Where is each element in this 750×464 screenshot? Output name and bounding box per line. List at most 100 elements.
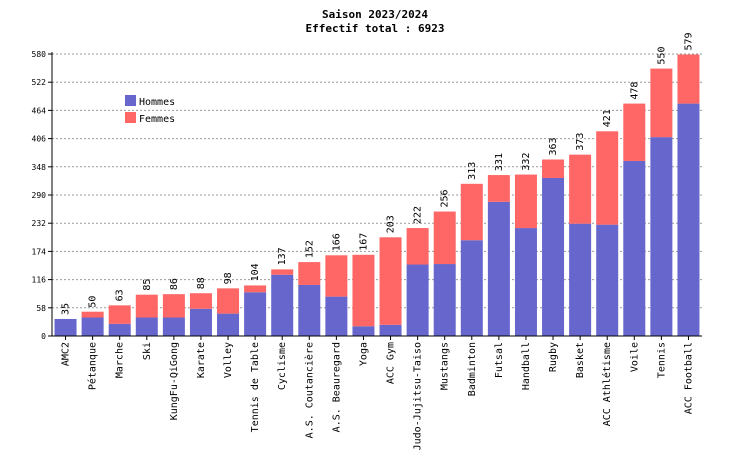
x-tick-label-13: Judo-Jujitsu-Taiso — [413, 342, 424, 450]
chart-title: Saison 2023/2024 — [322, 8, 428, 21]
x-tick-label-1: Pétanque — [87, 342, 99, 390]
data-label-16: 331 — [494, 153, 505, 171]
x-tick-label-5: Karate — [196, 342, 207, 378]
bar-hommes-20 — [596, 224, 619, 336]
data-labels: 35 50 63 85 86 88 98 104 137 152 166 167 203 222 256 31… — [61, 32, 695, 315]
data-label-21: 478 — [629, 82, 640, 100]
bar-femmes-13 — [406, 228, 429, 265]
x-tick-label-2: Marche — [115, 342, 126, 378]
legend-label-0: Hommes — [139, 97, 175, 108]
bar-hommes-21 — [623, 160, 646, 336]
data-label-5: 88 — [196, 277, 207, 289]
data-label-15: 313 — [467, 162, 478, 180]
y-tick-label-2: 116 — [32, 276, 47, 285]
bar-hommes-5 — [189, 308, 212, 336]
bar-femmes-21 — [623, 103, 646, 161]
bar-hommes-15 — [460, 240, 483, 336]
x-tick-label-22: Tennis — [656, 342, 667, 378]
data-label-7: 104 — [250, 263, 261, 281]
bars — [54, 54, 700, 336]
y-axis: 0 58 116 174 232 290 348 406 464 522 580 — [32, 50, 53, 341]
bar-hommes-6 — [217, 313, 240, 336]
data-label-8: 137 — [277, 247, 288, 265]
x-tick-label-20: ACC Athlétisme — [601, 342, 613, 426]
x-tick-label-9: A.S. Coutancière — [303, 342, 315, 438]
data-label-23: 579 — [683, 32, 694, 50]
bar-hommes-18 — [542, 177, 565, 336]
x-tick-label-12: ACC Gym — [386, 342, 397, 384]
bar-femmes-8 — [271, 269, 294, 275]
data-label-6: 98 — [223, 272, 234, 284]
y-tick-label-6: 348 — [32, 163, 47, 172]
bar-hommes-13 — [406, 264, 429, 336]
x-tick-label-6: Volley — [223, 342, 234, 378]
bar-femmes-7 — [244, 285, 267, 293]
bar-femmes-22 — [650, 68, 673, 138]
legend-swatch-1 — [125, 112, 136, 123]
bar-hommes-4 — [162, 317, 185, 336]
grid — [52, 53, 702, 309]
data-label-3: 85 — [142, 279, 153, 291]
chart-subtitle: Effectif total : 6923 — [305, 22, 445, 35]
y-tick-label-10: 580 — [32, 50, 47, 59]
data-label-14: 256 — [440, 189, 451, 207]
bar-femmes-19 — [569, 154, 592, 224]
data-label-9: 152 — [304, 240, 315, 258]
bar-femmes-23 — [677, 54, 700, 104]
x-tick-label-0: AMC2 — [61, 342, 72, 366]
x-tick-label-8: Cyclisme — [277, 342, 288, 390]
x-tick-label-14: Mustangs — [440, 342, 451, 390]
bar-hommes-19 — [569, 223, 592, 336]
bar-femmes-17 — [514, 174, 537, 229]
x-tick-label-19: Basket — [575, 342, 586, 378]
x-tick-label-23: ACC Football — [683, 342, 694, 414]
y-tick-label-7: 406 — [32, 135, 47, 144]
x-tick-label-4: KungFu-QiGong — [169, 342, 180, 420]
bar-hommes-10 — [325, 296, 348, 336]
legend: Hommes Femmes — [125, 95, 175, 125]
data-label-22: 550 — [656, 47, 667, 65]
bar-hommes-1 — [81, 317, 104, 336]
y-tick-label-8: 464 — [32, 106, 47, 115]
bar-femmes-5 — [189, 293, 212, 309]
bar-femmes-12 — [379, 237, 402, 325]
x-tick-label-16: Futsal — [494, 342, 505, 378]
x-tick-label-18: Rugby — [548, 342, 559, 372]
x-tick-label-11: Yoga — [358, 342, 369, 366]
bar-hommes-9 — [298, 284, 321, 336]
x-tick-label-21: Voile — [629, 342, 640, 372]
data-label-4: 86 — [169, 278, 180, 290]
bar-femmes-10 — [325, 255, 348, 297]
bar-hommes-12 — [379, 324, 402, 336]
bar-femmes-9 — [298, 262, 321, 285]
bar-hommes-8 — [271, 274, 294, 336]
bar-femmes-3 — [135, 294, 158, 318]
y-tick-label-5: 290 — [32, 191, 47, 200]
bar-femmes-2 — [108, 305, 131, 324]
bar-hommes-16 — [487, 201, 510, 336]
y-tick-label-1: 58 — [36, 304, 46, 313]
data-label-12: 203 — [386, 215, 397, 233]
x-tick-label-15: Badminton — [467, 342, 478, 396]
bar-hommes-17 — [514, 228, 537, 336]
data-label-20: 421 — [602, 109, 613, 127]
bar-femmes-15 — [460, 183, 483, 241]
data-label-18: 363 — [548, 137, 559, 155]
y-tick-label-3: 174 — [32, 247, 47, 256]
bar-hommes-23 — [677, 103, 700, 336]
y-tick-label-4: 232 — [32, 219, 47, 228]
data-label-0: 35 — [61, 303, 72, 315]
data-label-11: 167 — [358, 233, 369, 251]
bar-femmes-14 — [433, 211, 456, 265]
bar-hommes-22 — [650, 137, 673, 336]
data-label-1: 50 — [88, 296, 99, 308]
data-label-19: 373 — [575, 133, 586, 151]
bar-femmes-1 — [81, 311, 104, 318]
legend-label-1: Femmes — [139, 114, 175, 125]
bar-femmes-11 — [352, 254, 375, 327]
x-tick-label-10: A.S. Beauregard — [331, 342, 342, 432]
x-tick-label-17: Handball — [521, 342, 532, 390]
y-tick-label-0: 0 — [41, 332, 46, 341]
x-tick-label-3: Ski — [142, 342, 153, 360]
